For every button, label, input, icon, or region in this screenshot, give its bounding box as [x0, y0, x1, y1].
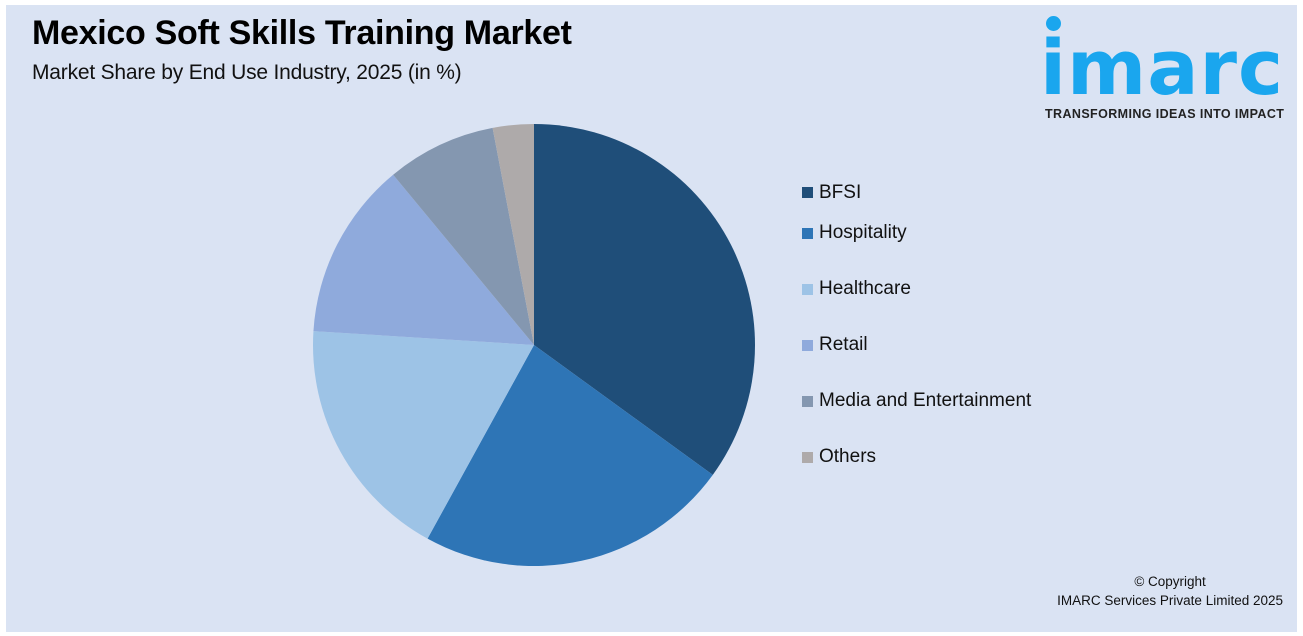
pie-slice-others [492, 124, 534, 345]
pie-slice-retail [313, 174, 534, 345]
legend-item-media-and-entertainment: Media and Entertainment [802, 373, 1031, 429]
legend-swatch-icon [802, 395, 813, 407]
legend-item-others: Others [802, 429, 1031, 485]
copyright-notice: © Copyright IMARC Services Private Limit… [1057, 572, 1283, 610]
legend-label: BFSI [819, 181, 862, 203]
legend-item-hospitality: Hospitality [802, 205, 1031, 261]
copyright-line-2: IMARC Services Private Limited 2025 [1057, 593, 1283, 608]
legend-item-retail: Retail [802, 317, 1031, 373]
imarc-logo: imarc TRANSFORMING IDEAS INTO IMPACT [1038, 10, 1288, 122]
logo-tagline: TRANSFORMING IDEAS INTO IMPACT [1045, 107, 1285, 121]
legend-label: Hospitality [819, 222, 907, 243]
chart-title: Mexico Soft Skills Training Market [32, 14, 572, 52]
legend-label: Others [819, 446, 877, 467]
pie-slice-hospitality [427, 345, 713, 566]
legend-swatch-icon [802, 283, 813, 295]
logo-wordmark: imarc [1040, 23, 1285, 112]
pie-slice-healthcare [313, 331, 534, 539]
legend-item-healthcare: Healthcare [802, 261, 1031, 317]
legend-label: Media and Entertainment [819, 390, 1032, 411]
legend-swatch-icon [802, 187, 813, 198]
legend-swatch-icon [802, 227, 813, 239]
chart-subtitle: Market Share by End Use Industry, 2025 (… [32, 61, 462, 84]
legend-label: Retail [819, 334, 868, 355]
legend-item-bfsi: BFSI [802, 180, 1031, 205]
pie-slice-media-and-entertainment [393, 127, 534, 345]
chart-legend: BFSI Hospitality Healthcare Retail Media… [802, 180, 1031, 485]
legend-label: Healthcare [819, 278, 911, 299]
legend-swatch-icon [802, 339, 813, 351]
logo-dot-icon [1046, 16, 1061, 31]
copyright-line-1: © Copyright [1134, 574, 1206, 589]
pie-slice-bfsi [534, 124, 755, 475]
legend-swatch-icon [802, 451, 813, 463]
